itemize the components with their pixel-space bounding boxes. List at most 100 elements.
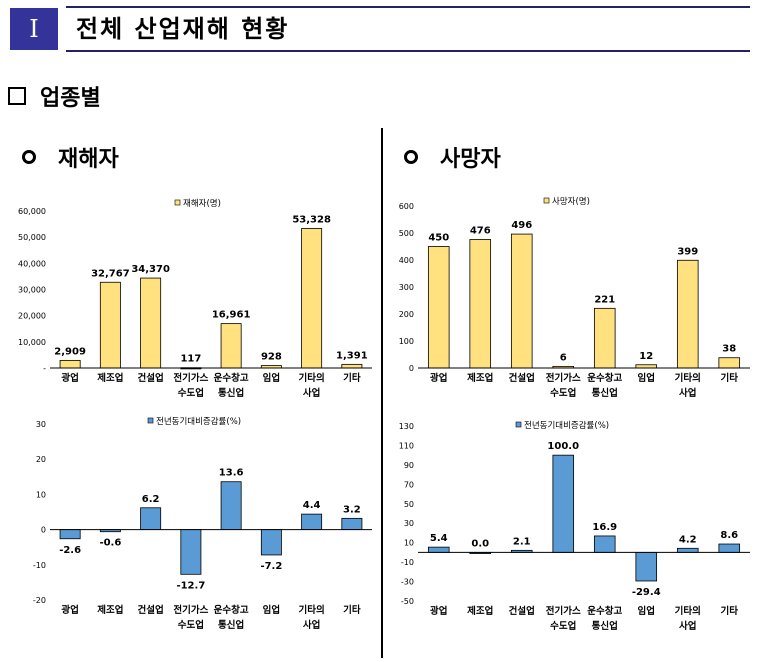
bar	[427, 246, 450, 369]
legend-swatch	[147, 417, 154, 424]
data-label: -29.4	[632, 587, 661, 598]
y-tick-label: 300	[399, 283, 414, 292]
y-tick-label: 100	[399, 337, 414, 346]
data-label: 1,391	[336, 350, 368, 361]
legend: 전년동기대비증감률(%)	[515, 420, 609, 431]
y-tick-label: 130	[399, 422, 414, 431]
section-number: Ⅰ	[10, 8, 58, 50]
category-label: 수도업	[550, 620, 576, 632]
bar	[99, 281, 121, 369]
header-rule-bottom	[66, 50, 750, 52]
bar	[140, 507, 162, 531]
y-tick-label: 10	[404, 539, 414, 548]
category-label: 전기가스	[173, 604, 208, 616]
data-label: 2.1	[513, 536, 531, 547]
subsection-title: 업종별	[40, 85, 101, 111]
legend-swatch	[174, 199, 181, 206]
y-tick-label: -50	[401, 597, 414, 606]
bar	[427, 546, 450, 553]
category-label: 건설업	[509, 372, 535, 384]
category-label: 임업	[263, 372, 280, 384]
bar	[341, 517, 363, 530]
data-label: 476	[470, 225, 491, 236]
category-label: 기타	[343, 372, 361, 384]
category-label: 통신업	[592, 387, 618, 399]
y-tick-label: -	[43, 364, 46, 373]
data-label: 4.2	[679, 534, 697, 545]
data-label: 496	[511, 220, 532, 231]
category-label: 운수창고	[587, 372, 622, 384]
data-label: 32,767	[91, 268, 130, 279]
category-label: 광업	[430, 372, 447, 384]
legend-label: 사망자(명)	[552, 196, 590, 207]
category-label: 통신업	[592, 620, 618, 632]
category-label: 광업	[61, 604, 78, 616]
data-label: 16,961	[212, 310, 251, 321]
category-label: 기타의	[675, 372, 701, 384]
bar	[341, 363, 363, 369]
data-label: 5.4	[430, 533, 448, 544]
category-label: 기타의	[675, 605, 701, 617]
category-label: 광업	[61, 372, 78, 384]
y-tick-label: 30	[36, 420, 46, 429]
data-label: 34,370	[131, 264, 170, 275]
data-label: -7.2	[260, 561, 282, 572]
category-label: 건설업	[138, 604, 164, 616]
data-label: 4.4	[303, 500, 321, 511]
category-label: 임업	[638, 372, 655, 384]
legend: 사망자(명)	[543, 196, 590, 207]
category-label: 제조업	[97, 604, 123, 616]
bar	[510, 233, 533, 369]
y-tick-label: 0	[41, 526, 46, 535]
data-label: 221	[594, 294, 615, 305]
y-tick-label: 50	[404, 500, 414, 509]
category-label: 운수창고	[214, 372, 249, 384]
data-label: 2,909	[54, 346, 86, 357]
y-tick-label: 600	[399, 202, 414, 211]
bar	[593, 535, 616, 553]
bar	[140, 277, 162, 369]
left-panel-heading: 재해자	[22, 142, 119, 172]
category-label: 광업	[430, 605, 447, 617]
data-label: 8.6	[720, 530, 738, 541]
chart-injured-count: - 10,000 20,000 30,000 40,000 50,000 60,000 재해자…	[18, 198, 372, 399]
category-label: 기타	[721, 605, 739, 617]
category-label: 수도업	[178, 619, 204, 631]
bar	[469, 239, 492, 369]
circle-bullet-icon	[22, 150, 36, 164]
right-panel-title: 사망자	[440, 146, 501, 172]
category-label: 건설업	[509, 605, 535, 617]
category-label: 운수창고	[587, 605, 622, 617]
category-label: 수도업	[550, 387, 576, 399]
legend: 재해자(명)	[174, 198, 221, 209]
right-panel-heading: 사망자	[404, 142, 501, 172]
bar	[301, 228, 323, 369]
data-label: 38	[722, 344, 736, 355]
y-tick-label: 0	[409, 364, 414, 373]
y-tick-label: -10	[33, 561, 46, 570]
legend-swatch	[543, 197, 550, 204]
chart-injured-change-rate: -20 -10 0 10 20 30 전년동기대비증감률(%) -2.6 광업 -0.6 제조업 6.…	[33, 416, 372, 631]
category-label: 운수창고	[214, 604, 249, 616]
square-bullet-icon	[8, 87, 26, 105]
bar	[220, 323, 242, 369]
subsection-heading: 업종별	[8, 80, 101, 112]
y-tick-label: -30	[401, 578, 414, 587]
y-tick-label: 40,000	[18, 259, 46, 268]
legend-label: 전년동기대비증감률(%)	[524, 420, 609, 431]
y-tick-label: 500	[399, 229, 414, 238]
y-tick-label: 60,000	[18, 207, 46, 216]
bar	[180, 529, 202, 575]
legend-label: 전년동기대비증감률(%)	[156, 416, 241, 427]
y-tick-label: 20,000	[18, 312, 46, 321]
y-tick-label: 400	[399, 256, 414, 265]
bar	[552, 454, 575, 553]
data-label: 6	[560, 352, 567, 363]
data-label: -12.7	[176, 580, 205, 591]
data-label: 16.9	[592, 522, 617, 533]
bar	[718, 357, 741, 369]
data-label: 399	[677, 246, 698, 257]
bar	[59, 529, 81, 540]
category-label: 기타의	[299, 604, 325, 616]
y-tick-label: 90	[404, 461, 414, 470]
